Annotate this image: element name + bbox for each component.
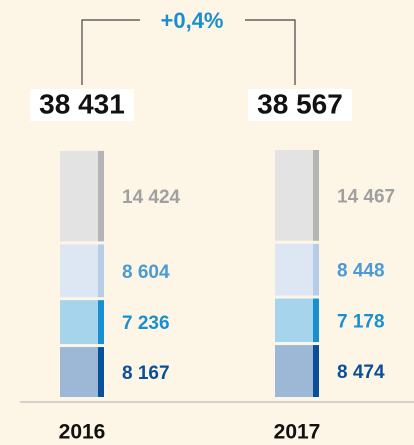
bar-stripe <box>98 244 104 298</box>
value-label: 8 474 <box>337 362 385 383</box>
total-label: 38 431 <box>39 88 125 119</box>
bar-stripe <box>98 150 104 242</box>
total-bg <box>248 89 352 121</box>
bar-segment <box>275 298 313 343</box>
connector-left <box>81 19 140 85</box>
bar-stripe <box>313 150 319 241</box>
year-label: 2016 <box>59 421 106 444</box>
change-label: +0,4% <box>161 8 224 33</box>
value-label: 8 448 <box>337 261 385 282</box>
bar-segment <box>60 244 98 298</box>
bar-stripe <box>313 345 319 397</box>
total-label: 38 567 <box>257 88 343 119</box>
bar-segment <box>275 150 313 241</box>
value-label: 8 167 <box>122 363 170 384</box>
year-label: 2017 <box>274 421 321 444</box>
bar-segment <box>60 347 98 397</box>
bar-stripe <box>313 243 319 296</box>
value-label: 7 236 <box>122 313 170 334</box>
bar-stripe <box>98 347 104 397</box>
bar-segment <box>275 243 313 296</box>
value-label: 7 178 <box>337 311 385 332</box>
bar-segment <box>275 345 313 397</box>
bar-stripe <box>98 300 104 345</box>
bar-segment <box>60 150 98 242</box>
total-bg <box>30 89 134 121</box>
bar-segment <box>60 300 98 345</box>
connector-right <box>245 19 296 85</box>
bar-stripe <box>313 298 319 343</box>
value-label: 14 424 <box>122 187 181 208</box>
value-label: 8 604 <box>122 262 170 283</box>
value-label: 14 467 <box>337 186 395 207</box>
